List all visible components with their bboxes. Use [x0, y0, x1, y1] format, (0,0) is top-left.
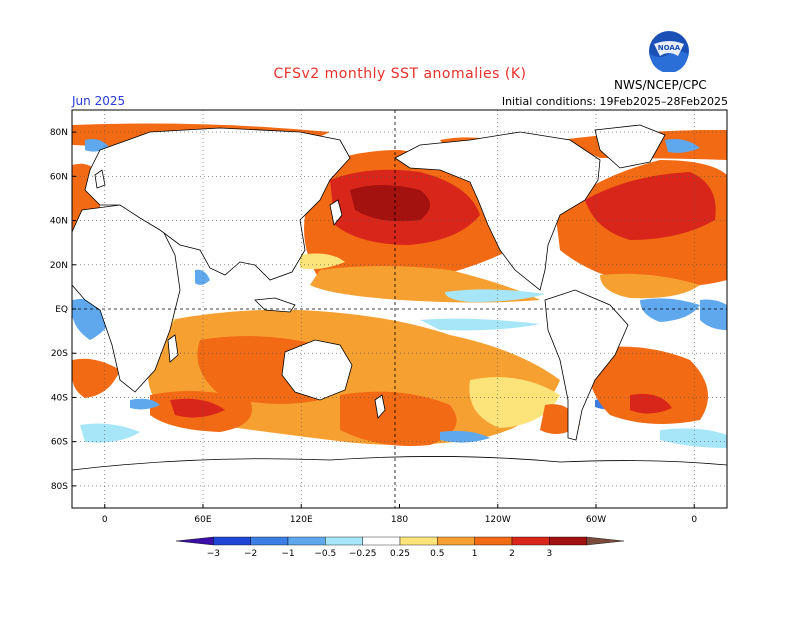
continent-australia [281, 339, 353, 401]
colorbar-swatch [399, 536, 438, 546]
lon-tick-label: 0 [691, 515, 697, 525]
colorbar-label: −0.25 [349, 549, 377, 559]
lon-tick-label: 180 [391, 515, 408, 525]
noaa-logo-icon: NOAA [649, 31, 689, 72]
lon-tick-label: 120E [290, 515, 313, 525]
colorbar-label: 2 [509, 549, 515, 559]
island-japan [329, 199, 343, 226]
colorbar: −3 −2 −1 −0.5 −0.25 0.25 0.5 1 2 3 [175, 536, 625, 559]
island-new-zealand [374, 394, 386, 419]
colorbar-label: −2 [244, 549, 257, 559]
map-panel [72, 110, 727, 508]
lon-tick-label: 60E [194, 515, 211, 525]
lat-tick-label: 20S [51, 349, 68, 359]
colorbar-swatch [437, 536, 475, 546]
colorbar-swatch [549, 536, 587, 546]
island-greenland [594, 124, 666, 169]
map-title: CFSv2 monthly SST anomalies (K) [273, 66, 527, 82]
continent-antarctica [72, 456, 727, 508]
lon-tick-label: 120W [485, 515, 511, 525]
lat-tick-label: EQ [55, 305, 68, 315]
latitude-labels: 80N 60N 40N 20N EQ 20S 40S 60S 80S [50, 128, 76, 492]
lon-tick-label: 60W [586, 515, 606, 525]
lat-tick-label: 40N [50, 217, 68, 227]
lat-tick-label: 40S [51, 393, 68, 403]
lat-tick-label: 80N [50, 128, 68, 138]
colorbar-swatch [287, 536, 326, 546]
lat-tick-label: 80S [51, 482, 68, 492]
colorbar-swatch [175, 536, 214, 546]
continent-africa [72, 204, 181, 393]
island-madagascar [167, 334, 179, 363]
colorbar-swatch [586, 536, 625, 546]
colorbar-label: 0.25 [390, 549, 410, 559]
colorbar-label: −1 [281, 549, 294, 559]
colorbar-label: −3 [207, 549, 220, 559]
colorbar-label: −0.5 [314, 549, 336, 559]
continent-eurasia [84, 127, 351, 281]
lat-tick-label: 20N [50, 261, 68, 271]
island-indonesia [254, 297, 296, 313]
forecast-month: Jun 2025 [72, 94, 126, 108]
colorbar-swatch [362, 536, 401, 546]
island-uk [94, 169, 106, 189]
colorbar-swatch [250, 536, 289, 546]
longitude-labels: 0 60E 120E 180 120W 60W 0 [102, 504, 697, 525]
lon-tick-label: 0 [102, 515, 108, 525]
continent-south-america [544, 289, 629, 441]
lat-tick-label: 60N [50, 172, 68, 182]
initial-conditions: Initial conditions: 19Feb2025–28Feb2025 [501, 95, 728, 108]
lat-tick-label: 60S [51, 438, 68, 448]
colorbar-swatch [213, 536, 251, 546]
agency-label: NWS/NCEP/CPC [614, 78, 707, 92]
anomaly-shading [72, 123, 727, 448]
colorbar-label: 1 [472, 549, 478, 559]
colorbar-swatch [474, 536, 513, 546]
colorbar-label: 0.5 [430, 549, 444, 559]
colorbar-swatch [325, 536, 363, 546]
colorbar-swatch [511, 536, 550, 546]
colorbar-label: 3 [546, 549, 552, 559]
logo-text: NOAA [658, 44, 681, 52]
